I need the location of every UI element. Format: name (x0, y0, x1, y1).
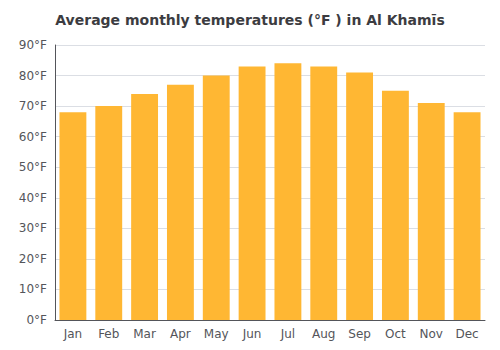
svg-text:Apr: Apr (170, 327, 191, 341)
svg-text:40°F: 40°F (19, 191, 47, 205)
svg-text:Mar: Mar (133, 327, 156, 341)
svg-text:Jan: Jan (63, 327, 83, 341)
svg-text:90°F: 90°F (19, 38, 47, 52)
svg-text:Jun: Jun (242, 327, 262, 341)
svg-text:70°F: 70°F (19, 99, 47, 113)
svg-text:50°F: 50°F (19, 160, 47, 174)
svg-text:20°F: 20°F (19, 252, 47, 266)
svg-text:Feb: Feb (98, 327, 119, 341)
svg-text:30°F: 30°F (19, 221, 47, 235)
svg-text:Nov: Nov (420, 327, 443, 341)
svg-text:Sep: Sep (348, 327, 371, 341)
svg-text:Oct: Oct (385, 327, 406, 341)
svg-text:Average monthly temperatures (: Average monthly temperatures (°F ) in Al… (55, 12, 444, 28)
svg-text:10°F: 10°F (19, 282, 47, 296)
svg-text:Aug: Aug (312, 327, 335, 341)
svg-text:Jul: Jul (280, 327, 295, 341)
svg-text:60°F: 60°F (19, 130, 47, 144)
svg-text:Dec: Dec (455, 327, 478, 341)
svg-text:May: May (204, 327, 229, 341)
svg-text:0°F: 0°F (26, 313, 47, 327)
svg-text:80°F: 80°F (19, 69, 47, 83)
